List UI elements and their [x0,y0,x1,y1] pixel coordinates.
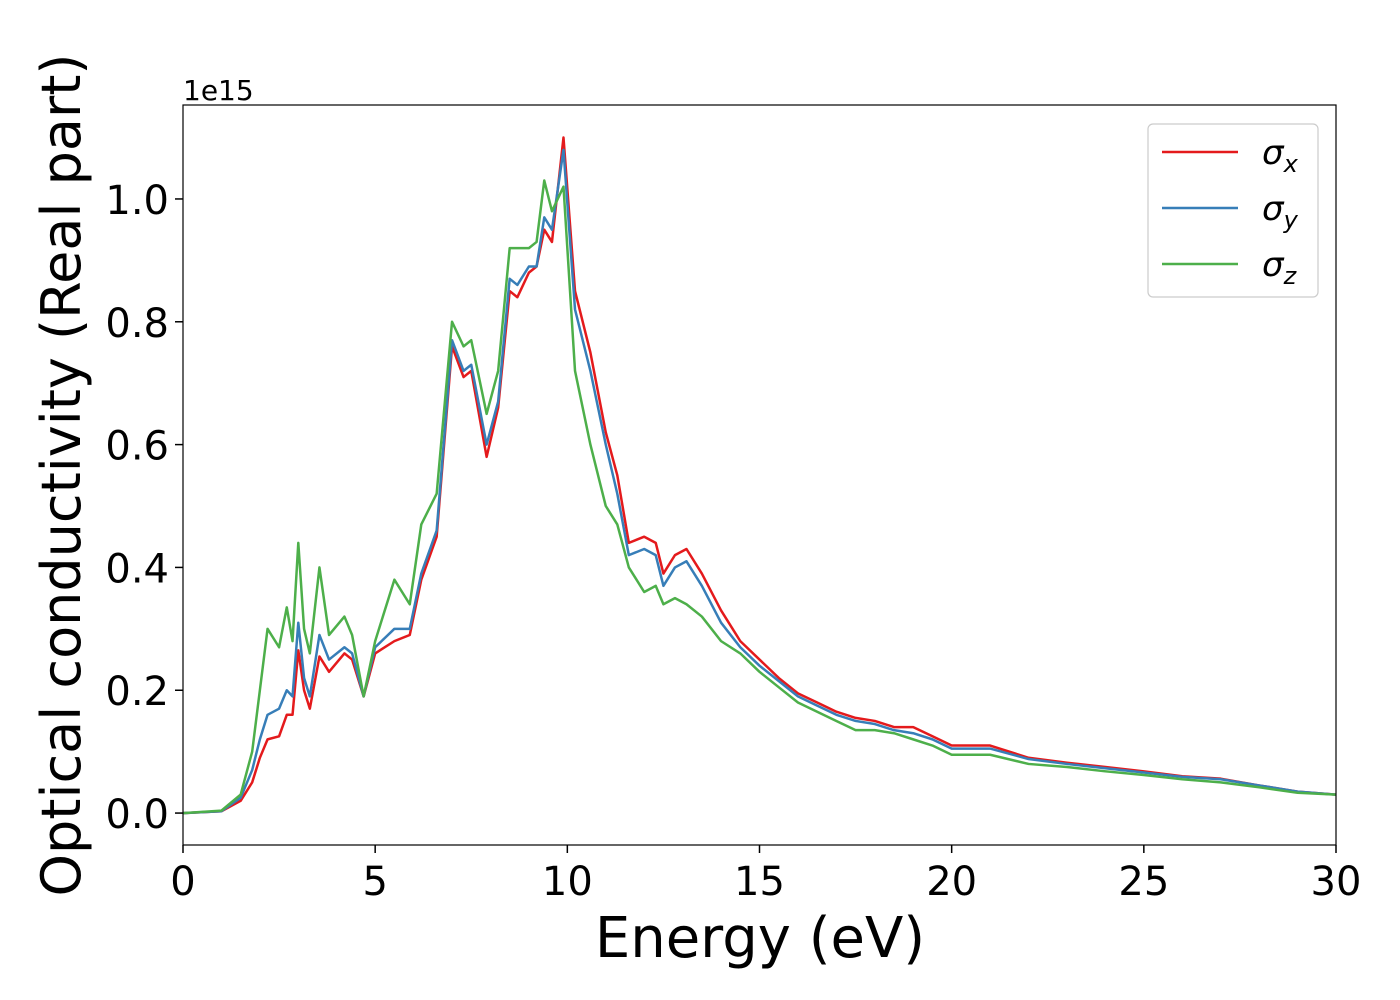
x-tick-label: 10 [542,859,593,905]
series-line [183,179,1336,815]
x-tick-label: 25 [1118,859,1169,905]
offset-label: 1e15 [183,74,254,107]
x-tick-label: 15 [734,859,785,905]
y-tick-label: 0.4 [105,546,169,592]
x-tick-label: 30 [1311,859,1362,905]
legend-label: σz [1262,245,1298,290]
x-tick-label: 0 [170,859,195,905]
plot-frame [182,104,1337,846]
x-tick-label: 5 [362,859,387,905]
y-tick-label: 0.0 [105,792,169,838]
x-tick-label: 20 [926,859,977,905]
series-line [183,148,1336,815]
legend-label: σy [1262,189,1299,234]
y-tick-label: 0.8 [105,301,169,347]
y-tick-label: 1.0 [105,178,169,224]
y-axis-label: Optical conductivity (Real part) [30,54,93,897]
legend-label: σx [1262,133,1299,178]
legend-box [1147,123,1319,298]
y-tick-label: 0.6 [105,424,169,470]
x-axis-label: Energy (eV) [595,906,925,971]
y-tick-label: 0.2 [105,669,169,715]
